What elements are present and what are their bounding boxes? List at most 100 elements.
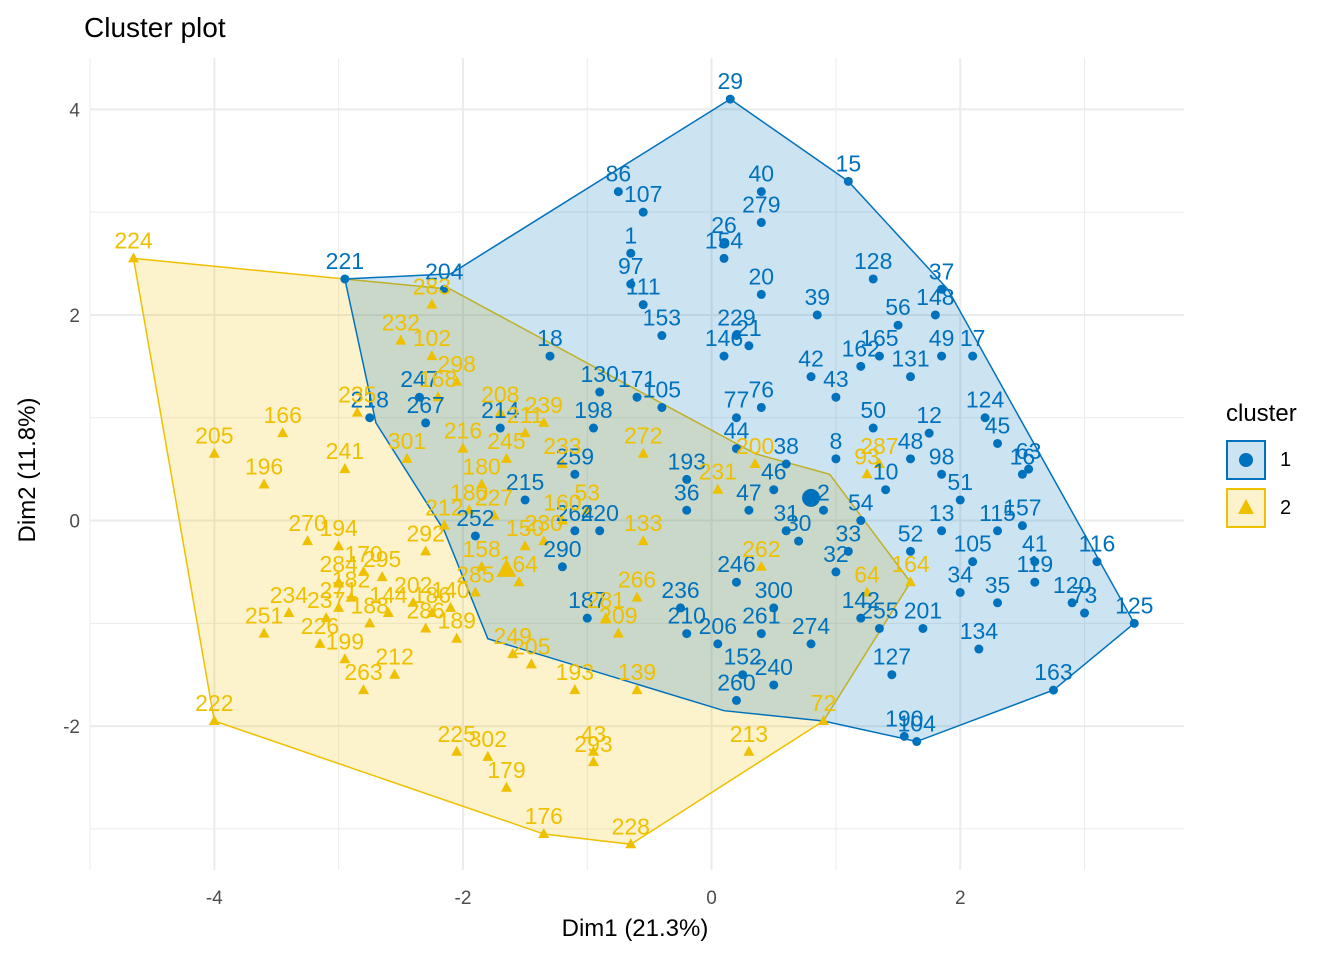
data-point-cluster-2 [432,391,444,402]
point-label: 56 [885,294,911,320]
data-point-cluster-1 [868,423,878,433]
point-label: 239 [525,392,563,418]
data-point-cluster-1 [340,274,350,284]
data-point-cluster-2 [451,745,463,756]
point-label: 229 [717,305,755,331]
point-label: 255 [860,597,898,623]
point-label: 241 [326,438,364,464]
data-point-cluster-1 [968,351,978,361]
point-label: 272 [624,423,662,449]
legend-label-1: 1 [1280,448,1292,471]
point-label: 230 [525,510,563,536]
data-point-cluster-1 [731,577,741,587]
data-point-cluster-1 [676,603,686,613]
point-label: 168 [419,366,457,392]
point-label: 261 [742,603,780,629]
data-point-cluster-1 [818,505,828,515]
data-point-cluster-1 [1129,618,1139,628]
data-point-cluster-2 [376,571,388,582]
point-label: 235 [338,382,376,408]
data-point-cluster-2 [420,545,432,556]
point-label: 36 [674,479,700,505]
point-label: 237 [307,587,345,613]
data-point-cluster-2 [128,252,140,263]
point-label: 186 [413,582,451,608]
data-point-cluster-1 [626,279,636,289]
data-point-cluster-1 [731,331,741,341]
data-point-cluster-1 [843,176,853,186]
data-point-cluster-1 [719,351,729,361]
data-point-cluster-2 [339,653,351,664]
point-label: 260 [717,669,755,695]
data-point-cluster-2 [314,637,326,648]
point-label: 205 [512,633,550,659]
data-point-cluster-2 [538,416,550,427]
point-label: 153 [643,305,681,331]
point-label: 205 [195,423,233,449]
data-point-cluster-2 [426,298,438,309]
point-label: 13 [929,500,955,526]
data-point-cluster-1 [626,248,636,258]
data-point-cluster-2 [494,406,506,417]
data-point-cluster-2 [438,519,450,530]
y-tick-label: -2 [63,717,80,738]
point-label: 134 [960,618,999,644]
data-point-cluster-1 [769,485,779,495]
data-point-cluster-1 [806,372,816,382]
data-point-cluster-2 [339,463,351,474]
point-label: 26 [711,212,737,238]
point-label: 225 [438,721,476,747]
data-point-cluster-2 [743,745,755,756]
chart-title: Cluster plot [84,12,226,43]
data-point-cluster-1 [806,639,816,649]
data-point-cluster-2 [426,350,438,361]
point-label: 21 [736,315,762,341]
data-point-cluster-1 [968,557,978,567]
point-label: 281 [587,587,625,613]
data-point-cluster-1 [955,587,965,597]
data-point-cluster-1 [893,320,903,330]
x-tick-label: -2 [455,888,472,909]
data-point-cluster-1 [843,546,853,556]
legend: cluster 1 2 [1226,400,1297,532]
point-label: 48 [898,428,924,454]
data-point-cluster-1 [930,310,940,320]
data-point-cluster-2 [519,540,531,551]
data-point-cluster-2 [525,658,537,669]
legend-item-2: 2 [1226,484,1297,532]
point-label: 232 [382,310,420,336]
data-point-cluster-2 [631,591,643,602]
point-label: 226 [301,613,339,639]
point-label: 18 [537,325,563,351]
point-label: 119 [1016,551,1053,577]
point-label: 302 [469,726,507,752]
point-label: 46 [761,459,787,485]
point-label: 216 [444,418,482,444]
data-point-cluster-2 [755,560,767,571]
data-point-cluster-1 [781,459,791,469]
data-point-cluster-2 [581,504,593,515]
point-label: 160 [543,490,581,516]
data-point-cluster-1 [924,428,934,438]
data-point-cluster-2 [426,607,438,618]
point-label: 49 [929,325,955,351]
point-label: 31 [773,500,799,526]
point-label: 274 [792,613,831,639]
data-point-cluster-1 [887,670,897,680]
point-label: 259 [556,443,594,469]
data-point-cluster-1 [744,505,754,515]
point-label: 208 [481,382,519,408]
data-point-cluster-2 [283,607,295,618]
point-label: 180 [462,454,500,480]
data-point-cluster-2 [861,586,873,597]
data-point-cluster-1 [881,485,891,495]
data-point-cluster-1 [906,372,915,382]
legend-key-triangle-icon [1226,488,1266,528]
data-point-cluster-2 [333,576,345,587]
data-point-cluster-1 [719,238,729,248]
point-label: 200 [736,433,774,459]
data-point-cluster-1 [856,613,866,623]
data-point-cluster-1 [831,392,841,402]
point-label: 283 [413,274,451,300]
point-label: 50 [860,397,886,423]
